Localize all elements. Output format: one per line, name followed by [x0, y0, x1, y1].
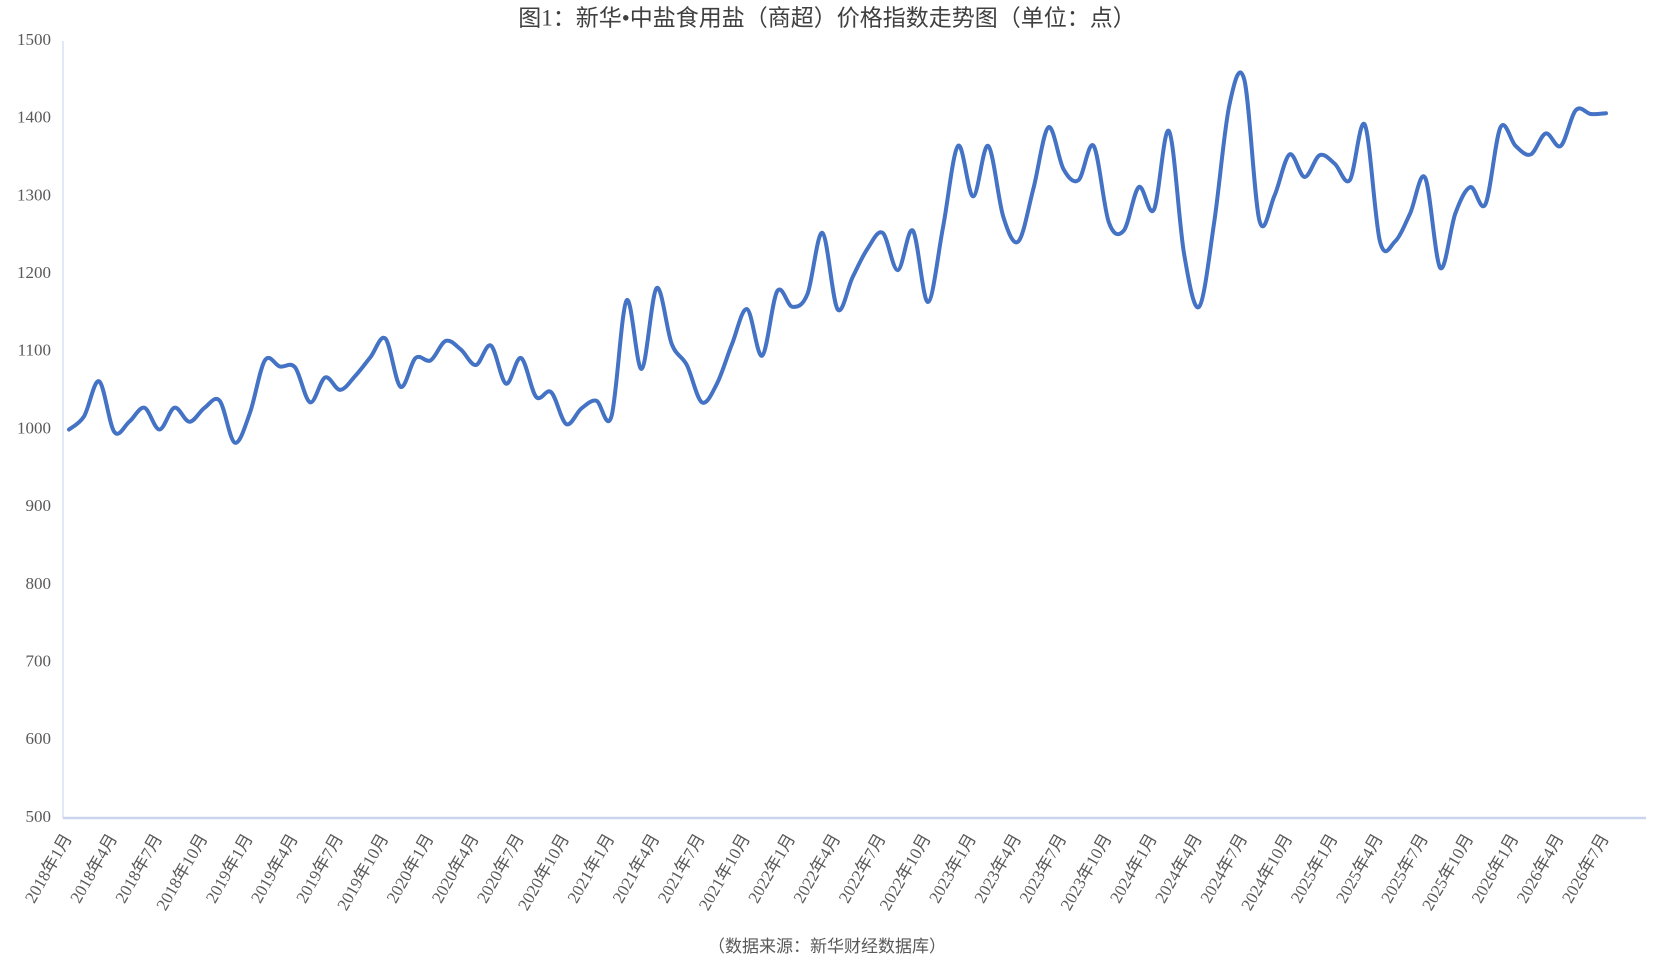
source-note: （数据来源：新华财经数据库）: [708, 937, 946, 956]
y-tick-label: 1400: [17, 108, 51, 127]
y-tick-label: 1200: [17, 263, 51, 282]
y-tick-label: 900: [26, 496, 52, 515]
y-tick-label: 500: [26, 807, 52, 826]
y-tick-label: 600: [26, 729, 52, 748]
y-tick-label: 1500: [17, 30, 51, 49]
y-tick-label: 800: [26, 574, 52, 593]
y-tick-label: 1300: [17, 185, 51, 204]
y-tick-label: 700: [26, 652, 52, 671]
chart-title: 图1：新华•中盐食用盐（商超）价格指数走势图（单位：点）: [518, 5, 1136, 30]
y-tick-label: 1100: [18, 341, 51, 360]
y-tick-label: 1000: [17, 418, 51, 437]
data-line: [67, 70, 1608, 445]
